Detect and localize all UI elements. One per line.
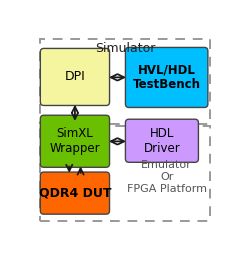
Text: Emulator
Or
FPGA Platform: Emulator Or FPGA Platform <box>127 160 207 194</box>
FancyBboxPatch shape <box>40 172 110 214</box>
Text: DPI: DPI <box>65 70 85 83</box>
FancyBboxPatch shape <box>125 47 208 107</box>
FancyBboxPatch shape <box>40 48 110 105</box>
Text: SimXL
Wrapper: SimXL Wrapper <box>50 127 100 155</box>
FancyBboxPatch shape <box>40 115 110 167</box>
FancyBboxPatch shape <box>125 119 198 162</box>
Text: Simulator: Simulator <box>95 42 155 55</box>
Text: HVL/HDL
TestBench: HVL/HDL TestBench <box>133 63 201 91</box>
Text: HDL
Driver: HDL Driver <box>143 127 180 155</box>
Text: QDR4 DUT: QDR4 DUT <box>39 187 111 200</box>
